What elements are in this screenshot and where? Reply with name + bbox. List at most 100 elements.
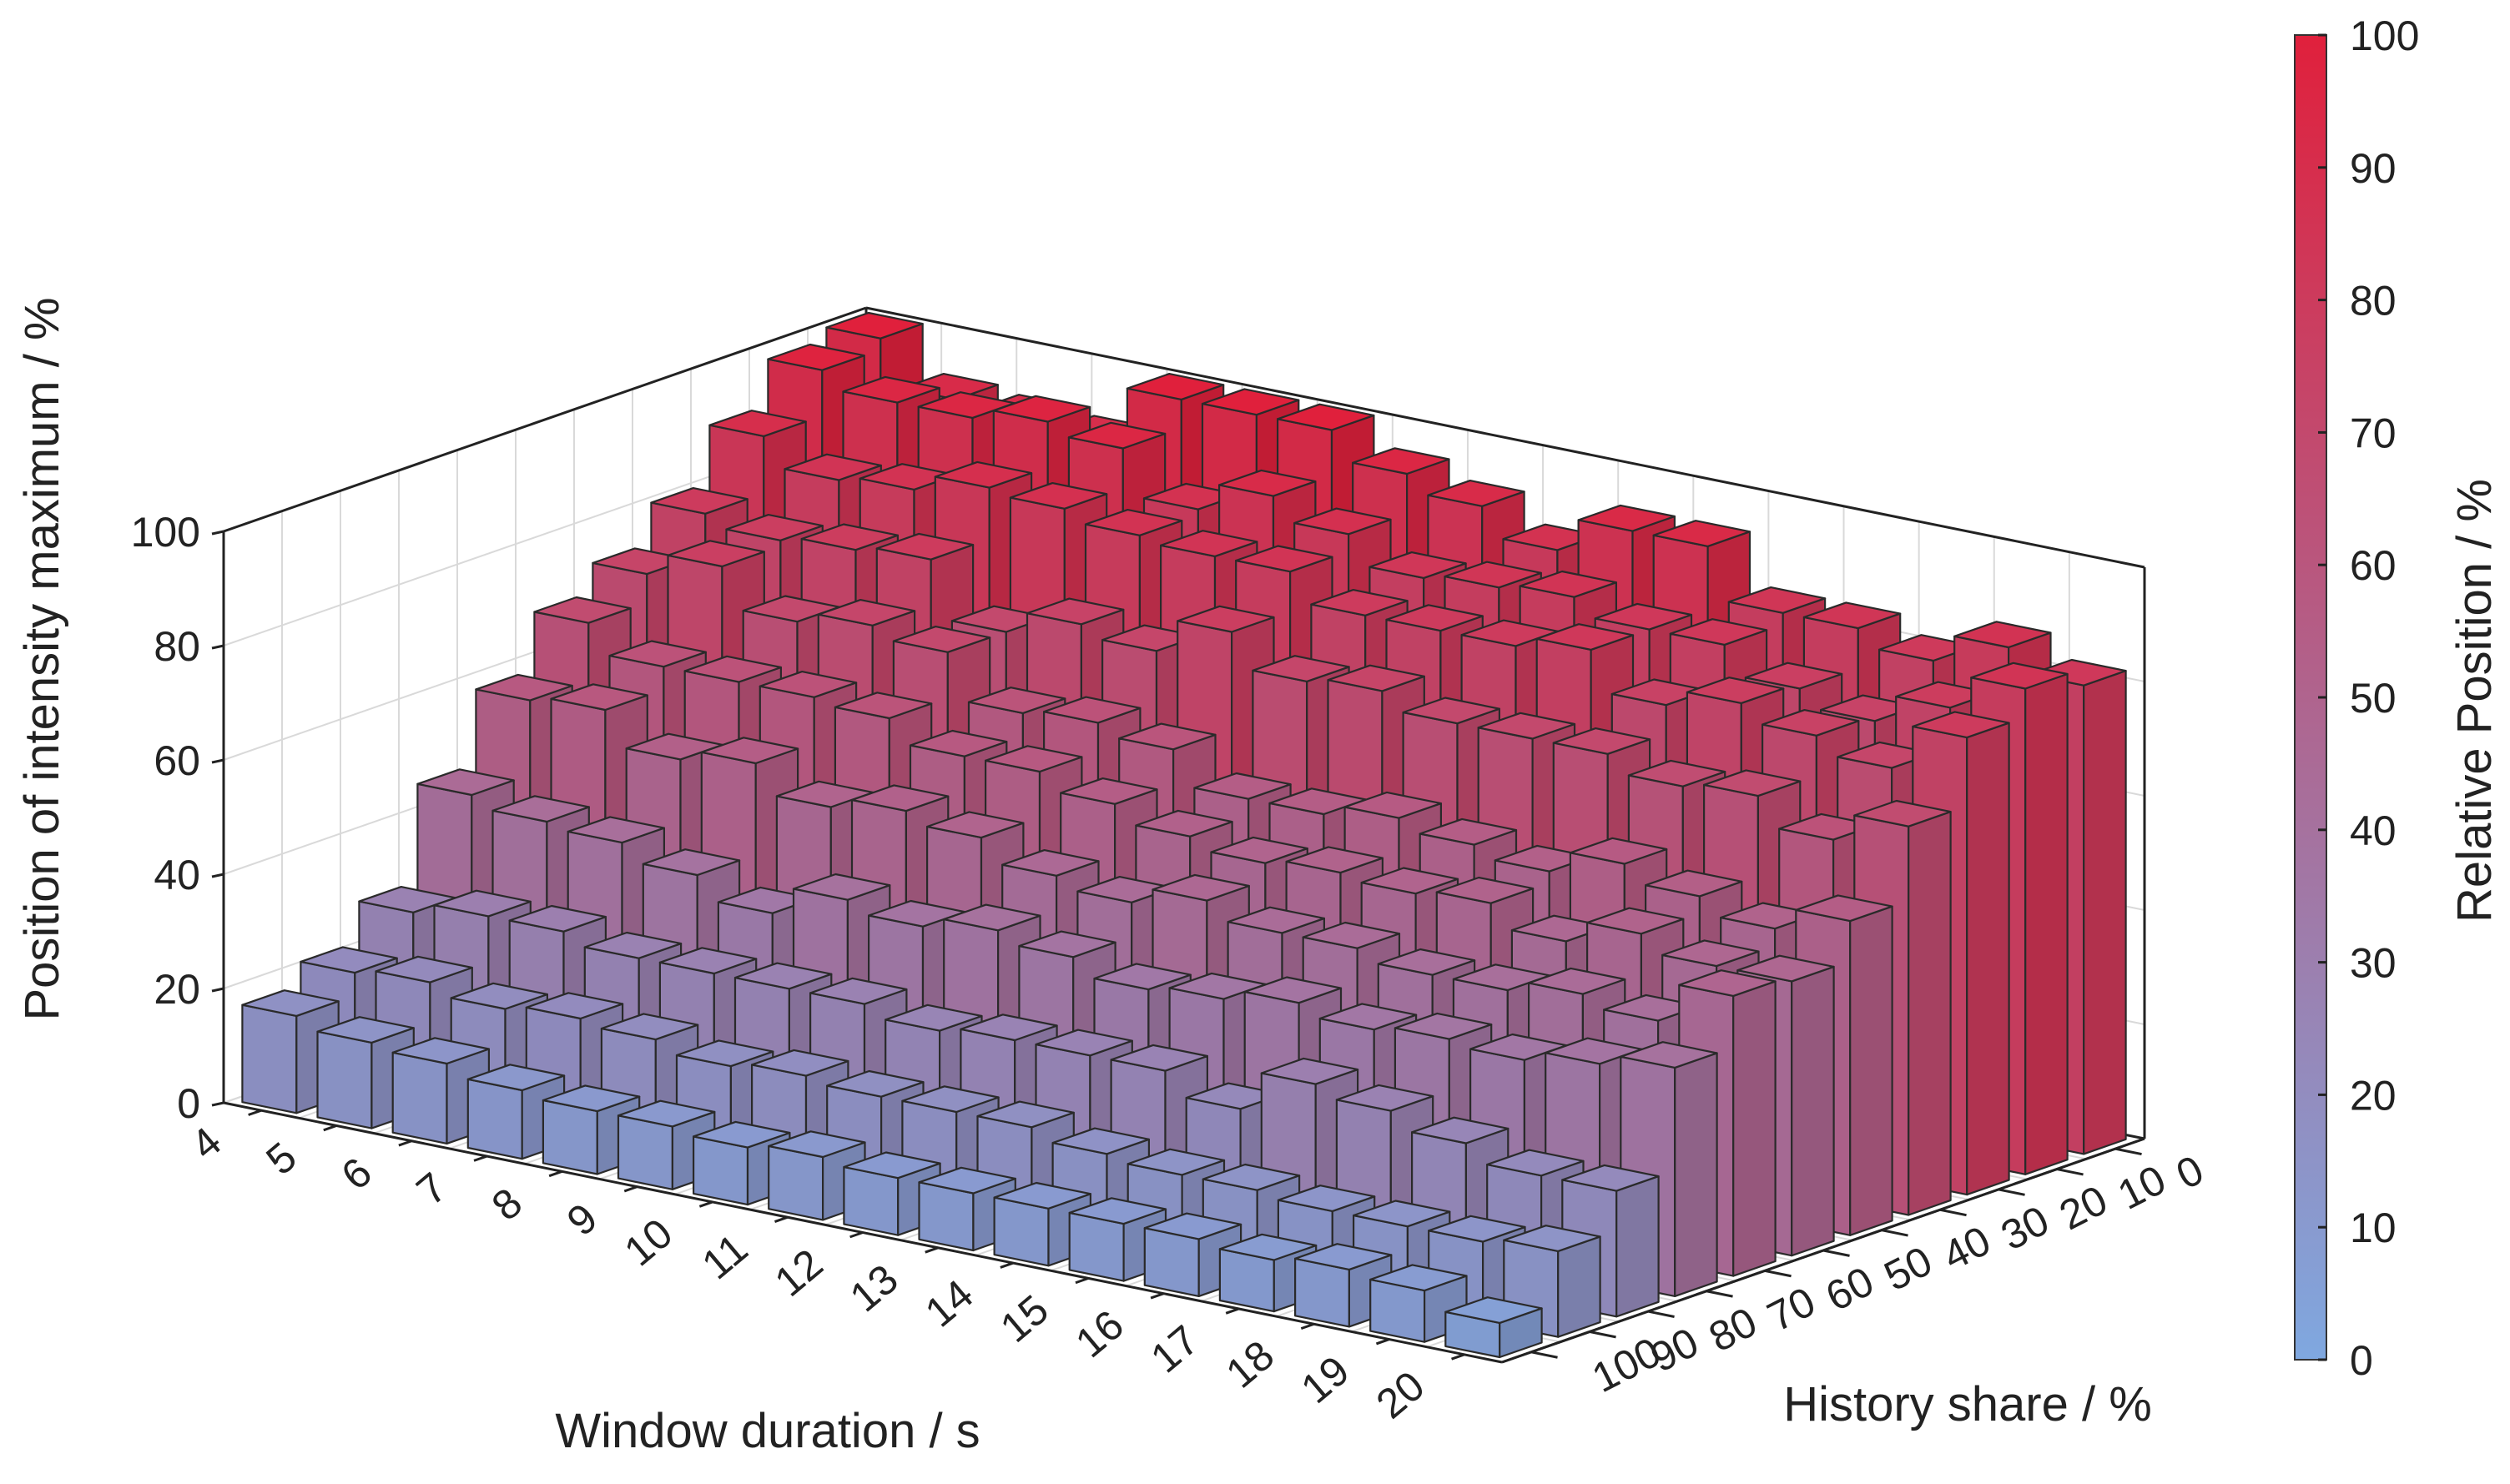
bar-top-face [491,795,590,823]
bar-top-face [767,343,865,371]
bar-front-face [241,1004,298,1114]
bar-front-face [466,1078,523,1160]
colorbar-tick-label: 80 [2350,278,2397,324]
bar-top-face [960,1014,1058,1042]
bar-top-face [1644,869,1743,898]
z-tick [211,644,224,650]
bar-top-face [875,532,975,561]
y-tick-label: 20 [2052,1176,2114,1239]
bar-top-face [1159,530,1258,558]
bar-top-face [1762,708,1860,737]
bar-top-face [733,962,833,990]
bar-top-face [725,513,824,541]
bar-front-face [617,1114,674,1190]
bar-top-face [934,460,1033,489]
bar-top-face [316,1016,415,1044]
y-tick [1822,1249,1850,1257]
bar-top-face [450,982,549,1010]
y-tick-label: 40 [1935,1217,1998,1280]
bar-top-face [1802,601,1902,630]
x-tick [774,1215,789,1223]
bar-top-face [1018,930,1116,958]
x-tick [1075,1276,1089,1285]
bar-top-face [1686,677,1785,705]
bar-top-face [1678,969,1777,998]
bar-top-face [892,625,991,653]
x-tick [1225,1307,1240,1315]
bar-top-face [1343,791,1443,819]
bar-top-face [1177,605,1275,633]
bar-top-face [1042,696,1142,724]
x-tick-label: 15 [991,1285,1057,1351]
bar-top-face [375,955,473,983]
bar-top-face [1435,876,1535,904]
bar-top-face [1727,586,1827,614]
colorbar-tick-label: 30 [2350,940,2397,987]
bar-top-face [1352,1200,1451,1228]
bar-top-face [1118,722,1217,751]
bar-top-face [1310,588,1409,616]
bar-top-face [1227,906,1326,934]
bar-top-face [1627,759,1726,787]
colorbar-ticks: 0 10 20 30 40 50 60 70 80 90 100 [2318,13,2419,1384]
x-tick-label: 14 [916,1270,982,1336]
bar-top-face [1285,846,1384,874]
bar-top-face [1419,817,1518,846]
y-tick [1939,1208,1967,1217]
bar-side-face [1674,1052,1718,1298]
x-tick-label: 6 [333,1149,381,1200]
bar-top-face [1302,921,1401,949]
bar-top-face [1084,508,1183,536]
bar-top-face [1585,907,1685,935]
colorbar-tick-label: 100 [2350,13,2419,59]
x-tick [849,1231,864,1239]
z-tick-label: 60 [154,737,200,784]
bar-top-face [1193,772,1292,800]
bar-top-face [241,989,340,1018]
bar-top-face [1669,618,1768,646]
bar-top-face [842,375,940,404]
colorbar-title: Relative Position / % [2447,479,2502,923]
bar-top-face [800,523,900,551]
bar-top-face [993,1181,1092,1210]
bar-top-face [976,1100,1075,1129]
bar-top-face [617,1099,716,1128]
bar-20-100 [1444,1296,1543,1359]
bar-top-face [1035,1029,1133,1057]
bar-top-face [1051,1127,1151,1155]
x-tick-label: 12 [766,1240,832,1305]
bar-top-face [925,811,1025,839]
bar-top-face [1402,697,1501,725]
y-tick [1530,1351,1558,1359]
bar-top-face [525,992,624,1020]
bar-top-face [658,947,758,975]
bar-top-face [650,486,748,515]
y-tick [1881,1229,1908,1237]
bar-top-face [667,540,765,568]
bar-top-face [850,784,950,812]
colorbar-tick-label: 10 [2350,1205,2397,1251]
y-tick-label: 70 [1760,1278,1822,1341]
bar-top-face [550,683,648,712]
x-tick-label: 11 [693,1225,757,1288]
bar-top-face [1368,551,1467,580]
x-tick-label: 8 [483,1179,531,1230]
bar-side-face [1849,905,1893,1236]
bar-top-face [1217,469,1317,497]
bar-top-face [1276,403,1375,431]
bar-top-face [1477,712,1576,740]
bar-top-face [1067,421,1167,450]
bar-top-face [984,745,1083,773]
bar-top-face [1327,664,1425,692]
colorbar-tick-label: 20 [2350,1072,2397,1119]
bar-top-face [600,1013,699,1041]
bar-top-face [1486,1149,1585,1177]
bar-top-face [1210,836,1308,864]
x-tick-label: 19 [1293,1346,1358,1412]
colorbar-tick-label: 0 [2350,1337,2373,1384]
bar-top-face [826,1069,925,1098]
bar-front-face [316,1030,373,1129]
x-tick [398,1139,412,1147]
bar-top-face [1394,1012,1493,1040]
bar-top-face [1293,1243,1393,1271]
